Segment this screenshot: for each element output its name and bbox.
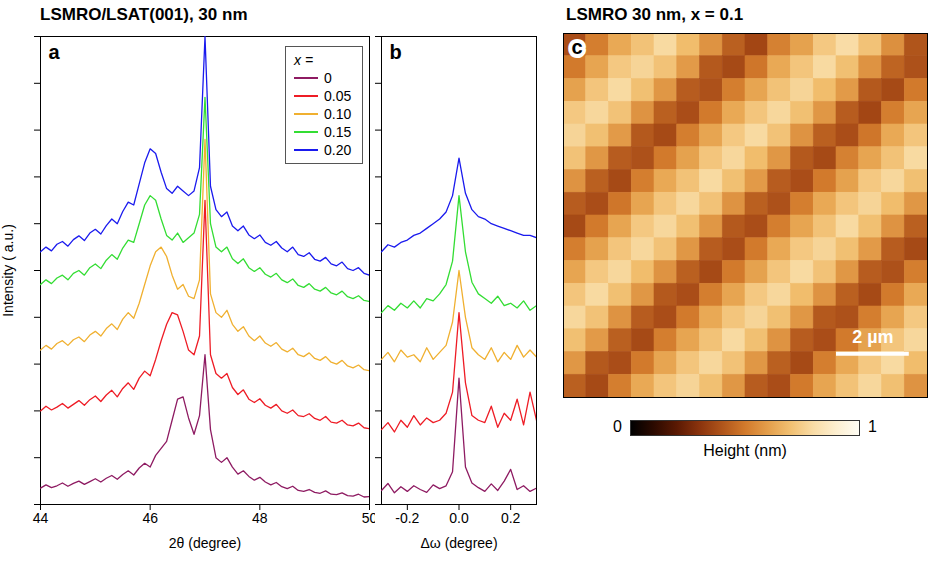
html-text:0.05: 0.05 <box>324 88 352 104</box>
svg-text:0.0: 0.0 <box>449 510 469 526</box>
svg-text:a: a <box>49 41 61 63</box>
svg-text:50: 50 <box>361 510 378 527</box>
svg-text:c: c <box>572 36 583 58</box>
html-text:Height (nm): Height (nm) <box>703 442 787 459</box>
html-text:LSMRO/LSAT(001), 30 nm: LSMRO/LSAT(001), 30 nm <box>40 5 248 24</box>
html-text:x =: x = <box>294 52 314 68</box>
svg-text:Δω (degree): Δω (degree) <box>420 535 497 551</box>
svg-text:44: 44 <box>33 510 49 526</box>
html-text:0: 0 <box>613 418 622 435</box>
svg-text:48: 48 <box>252 510 268 526</box>
svg-text:2 µm: 2 µm <box>852 327 893 347</box>
html-text:0.20: 0.20 <box>324 142 352 158</box>
html-text:0.10: 0.10 <box>324 106 352 122</box>
html-text:LSMRO 30 nm, x = 0.1: LSMRO 30 nm, x = 0.1 <box>566 5 744 24</box>
html-text:0: 0 <box>324 70 332 86</box>
html-text:1: 1 <box>868 418 877 435</box>
svg-text:-0.2: -0.2 <box>395 510 419 526</box>
html-text:0.15: 0.15 <box>324 124 352 140</box>
svg-text:Intensity ( a.u.): Intensity ( a.u.) <box>0 224 16 317</box>
svg-text:b: b <box>390 41 402 63</box>
svg-text:0.2: 0.2 <box>501 510 521 526</box>
svg-text:46: 46 <box>142 510 158 526</box>
svg-text:2θ (degree): 2θ (degree) <box>169 535 241 551</box>
